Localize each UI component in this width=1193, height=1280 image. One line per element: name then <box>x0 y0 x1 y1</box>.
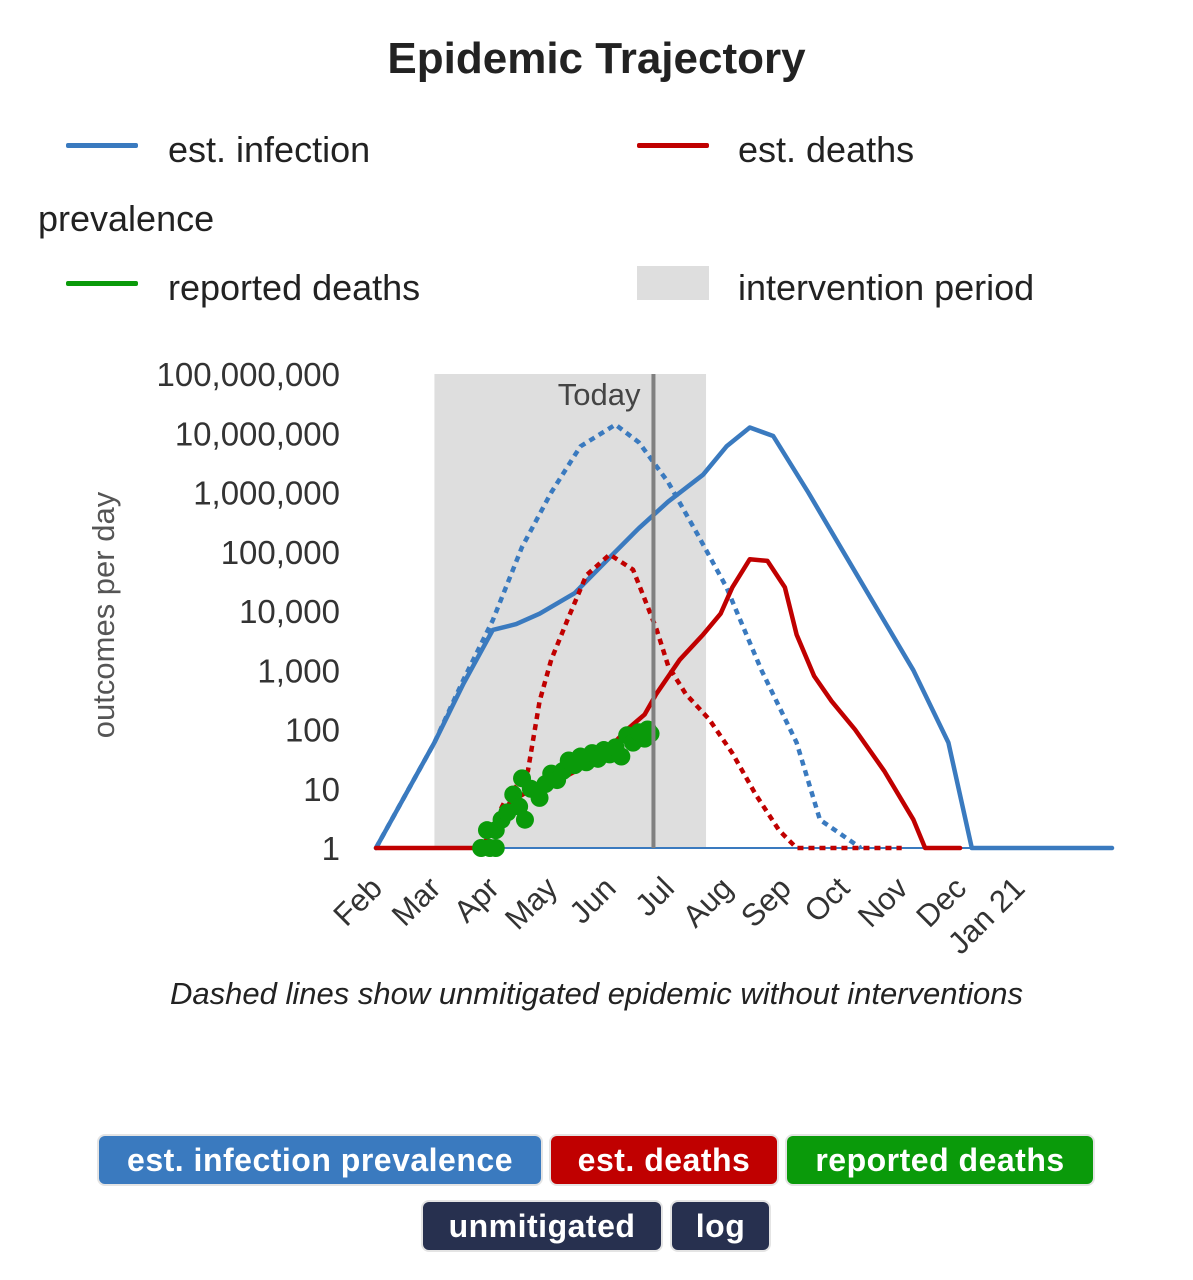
infection-unmitigated-line <box>374 422 863 850</box>
y-tick-label: 10 <box>303 771 340 808</box>
deaths-unmitigated-line <box>479 552 902 851</box>
x-tick-label: Sep <box>734 870 798 934</box>
legend-reported-label: reported deaths <box>168 267 421 308</box>
y-tick-label: 1,000,000 <box>193 475 340 512</box>
chart-title: Epidemic Trajectory <box>387 34 806 83</box>
today-label: Today <box>558 377 641 412</box>
toggle-deaths-button[interactable]: est. deaths <box>551 1136 777 1184</box>
reported-death-point <box>641 724 660 743</box>
legend-reported-swatch <box>66 281 138 286</box>
toggle-unmitigated-button[interactable]: unmitigated <box>423 1202 661 1250</box>
y-tick-label: 1 <box>322 830 340 867</box>
legend-deaths-swatch <box>637 143 709 148</box>
reported-death-point <box>612 747 631 766</box>
x-tick-label: Jul <box>628 870 681 923</box>
y-tick-label: 100,000 <box>221 534 340 571</box>
x-tick-label: Aug <box>676 870 740 934</box>
x-tick-label: Oct <box>797 870 856 929</box>
legend-intervention-swatch <box>637 266 709 300</box>
y-tick-label: 1,000 <box>257 652 340 689</box>
x-tick-label: Nov <box>851 870 915 934</box>
legend-deaths-label: est. deaths <box>738 129 915 170</box>
infection-line <box>373 425 1115 851</box>
reported-death-point <box>486 839 505 857</box>
y-tick-label: 10,000,000 <box>175 415 340 452</box>
x-tick-label: Jun <box>563 870 623 930</box>
x-tick-label: May <box>498 870 565 937</box>
y-axis-label: outcomes per day <box>86 491 121 738</box>
y-tick-label: 10,000 <box>239 593 340 630</box>
toggle-reported-button[interactable]: reported deaths <box>787 1136 1093 1184</box>
legend-infection-swatch <box>66 143 138 148</box>
legend-infection-label: est. infection <box>168 129 371 170</box>
legend-intervention-label: intervention period <box>738 267 1035 308</box>
legend-infection-label-cont: prevalence <box>38 198 215 239</box>
toggle-infection-button[interactable]: est. infection prevalence <box>99 1136 541 1184</box>
y-tick-label: 100 <box>285 712 340 749</box>
reported-death-point <box>530 788 549 807</box>
y-tick-label: 100,000,000 <box>156 356 340 393</box>
x-tick-label: Feb <box>326 870 389 933</box>
toggle-log-button[interactable]: log <box>672 1202 769 1250</box>
chart-caption: Dashed lines show unmitigated epidemic w… <box>170 976 1023 1011</box>
x-tick-label: Apr <box>447 870 506 929</box>
x-tick-label: Mar <box>385 870 448 933</box>
chart-plot: 1 10 100 1,000 10,000 100,000 1,000,000 10,000,… <box>86 356 1115 961</box>
reported-death-point <box>515 810 534 829</box>
